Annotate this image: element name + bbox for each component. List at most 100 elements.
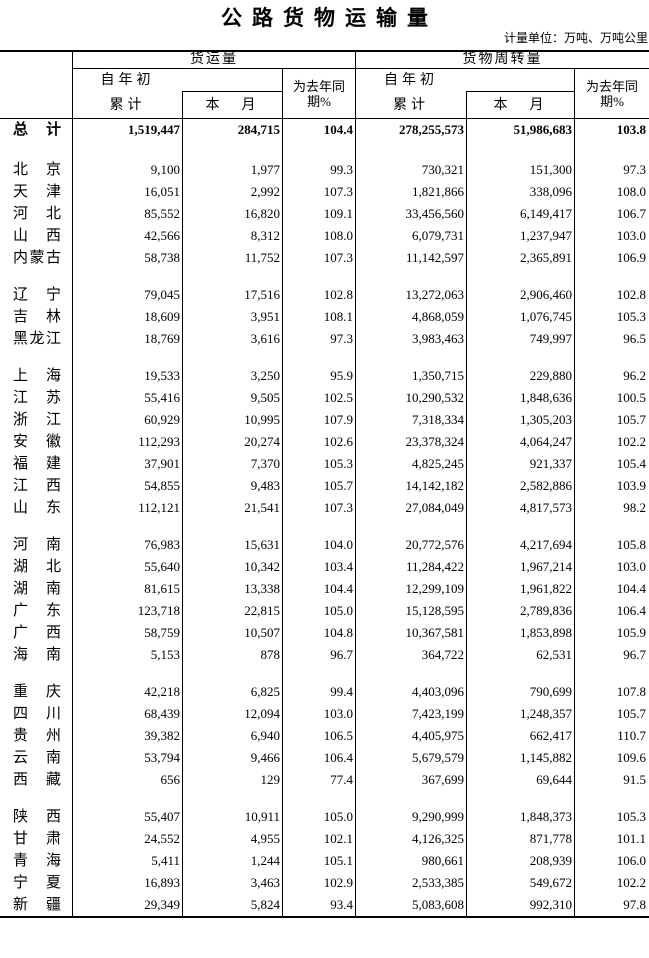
row-label: 安徽 <box>13 434 61 450</box>
header-cumulative-line1-left: 自年初 <box>100 73 155 88</box>
cell-pct-left: 96.7 <box>330 647 353 662</box>
cell-cum-left: 16,051 <box>144 184 180 199</box>
cell-pct-left: 103.4 <box>323 559 353 574</box>
row-label-cell: 福建 <box>0 453 73 475</box>
month-box-top-right <box>467 91 574 92</box>
row-label-cell: 总计 <box>0 119 73 144</box>
row-label-cell: 河南 <box>0 534 73 556</box>
row-label-cell: 湖南 <box>0 578 73 600</box>
row-label: 福建 <box>13 456 61 472</box>
row-label: 黑龙江 <box>13 331 61 347</box>
cell-pct-right: 106.4 <box>616 603 646 618</box>
cell-cum-left: 81,615 <box>144 581 180 596</box>
cell-cum-right: 33,456,560 <box>405 206 465 221</box>
vline-month-left <box>182 91 183 916</box>
cell-month-left: 1,977 <box>250 162 280 177</box>
table-row: 广西 58,759 10,507 104.8 10,367,581 1,853,898 10… <box>0 622 649 644</box>
cell-cum-left: 60,929 <box>144 412 180 427</box>
cell-month-left: 6,940 <box>250 728 280 743</box>
header-freight-turnover: 货物周转量 <box>462 52 543 67</box>
cell-pct-right: 105.9 <box>616 625 646 640</box>
table-row: 江苏 55,416 9,505 102.5 10,290,532 1,848,636 100… <box>0 387 649 409</box>
row-label: 辽宁 <box>13 287 61 303</box>
cell-cum-right: 23,378,324 <box>405 434 465 449</box>
cell-cum-left: 55,416 <box>144 390 180 405</box>
vline-label-col <box>72 50 73 916</box>
cell-month-left: 6,825 <box>250 684 280 699</box>
row-label: 吉林 <box>13 309 61 325</box>
cell-cum-right: 980,661 <box>421 853 464 868</box>
cell-month-right: 208,939 <box>529 853 572 868</box>
cell-month-left: 10,911 <box>244 809 280 824</box>
row-label: 新疆 <box>13 897 61 913</box>
header-yoy-left-line2: 期% <box>307 93 331 109</box>
cell-pct-right: 106.0 <box>616 853 646 868</box>
cell-month-left: 15,631 <box>244 537 280 552</box>
cell-cum-left: 55,640 <box>144 559 180 574</box>
cell-pct-left: 102.8 <box>323 287 353 302</box>
cell-cum-right: 2,533,385 <box>412 875 464 890</box>
cell-month-right: 1,848,636 <box>520 390 572 405</box>
row-label-cell: 黑龙江 <box>0 328 73 350</box>
cell-pct-left: 104.8 <box>323 625 353 640</box>
row-label: 山东 <box>13 500 61 516</box>
cell-month-right: 6,149,417 <box>520 206 572 221</box>
cell-cum-left: 42,218 <box>144 684 180 699</box>
cell-cum-right: 730,321 <box>421 162 464 177</box>
row-label-cell: 浙江 <box>0 409 73 431</box>
table-row: 甘肃 24,552 4,955 102.1 4,126,325 871,778 101.1 <box>0 828 649 850</box>
cell-pct-left: 104.0 <box>323 537 353 552</box>
vline-section-split <box>355 50 356 916</box>
vline-month-right <box>466 91 467 916</box>
cell-month-right: 51,986,683 <box>513 122 573 137</box>
cell-month-left: 3,616 <box>250 331 280 346</box>
cell-month-right: 992,310 <box>529 897 572 912</box>
header-month-right: 本 月 <box>493 98 548 113</box>
cell-pct-right: 105.3 <box>616 809 646 824</box>
cell-pct-left: 105.3 <box>323 456 353 471</box>
table-row: 江西 54,855 9,483 105.7 14,142,182 2,582,886 103… <box>0 475 649 497</box>
cell-month-left: 8,312 <box>250 228 280 243</box>
cell-pct-right: 105.8 <box>616 537 646 552</box>
cell-month-left: 20,274 <box>244 434 280 449</box>
cell-cum-left: 5,153 <box>150 647 180 662</box>
row-label-cell: 江苏 <box>0 387 73 409</box>
cell-month-right: 338,096 <box>529 184 572 199</box>
cell-pct-right: 96.5 <box>623 331 646 346</box>
cell-pct-left: 102.6 <box>323 434 353 449</box>
row-label: 江苏 <box>13 390 61 406</box>
table-row: 安徽 112,293 20,274 102.6 23,378,324 4,064,247 1… <box>0 431 649 453</box>
cell-cum-left: 9,100 <box>150 162 180 177</box>
cell-month-left: 5,824 <box>250 897 280 912</box>
cell-cum-right: 4,825,245 <box>412 456 464 471</box>
cell-month-right: 2,365,891 <box>520 250 572 265</box>
cell-cum-left: 123,718 <box>137 603 180 618</box>
table-row: 广东 123,718 22,815 105.0 15,128,595 2,789,836 1… <box>0 600 649 622</box>
cell-month-right: 1,961,822 <box>520 581 572 596</box>
cell-month-left: 2,992 <box>250 184 280 199</box>
cell-cum-left: 19,533 <box>144 368 180 383</box>
cell-pct-left: 105.0 <box>323 603 353 618</box>
cell-pct-left: 107.3 <box>323 184 353 199</box>
cell-cum-left: 53,794 <box>144 750 180 765</box>
cell-month-right: 2,789,836 <box>520 603 572 618</box>
cell-cum-left: 54,855 <box>144 478 180 493</box>
row-label-cell: 甘肃 <box>0 828 73 850</box>
cell-month-right: 2,906,460 <box>520 287 572 302</box>
cell-pct-left: 108.0 <box>323 228 353 243</box>
cell-month-right: 749,997 <box>529 331 572 346</box>
table-row: 湖南 81,615 13,338 104.4 12,299,109 1,961,822 10… <box>0 578 649 600</box>
cell-cum-left: 58,738 <box>144 250 180 265</box>
row-label: 北京 <box>13 162 61 178</box>
table-row: 贵州 39,382 6,940 106.5 4,405,975 662,417 110.7 <box>0 725 649 747</box>
cell-cum-left: 55,407 <box>144 809 180 824</box>
row-label-cell: 宁夏 <box>0 872 73 894</box>
cell-cum-left: 24,552 <box>144 831 180 846</box>
cell-cum-right: 4,405,975 <box>412 728 464 743</box>
cell-cum-right: 1,350,715 <box>412 368 464 383</box>
cell-cum-left: 79,045 <box>144 287 180 302</box>
row-label: 四川 <box>13 706 61 722</box>
row-label: 湖北 <box>13 559 61 575</box>
cell-cum-right: 4,403,096 <box>412 684 464 699</box>
